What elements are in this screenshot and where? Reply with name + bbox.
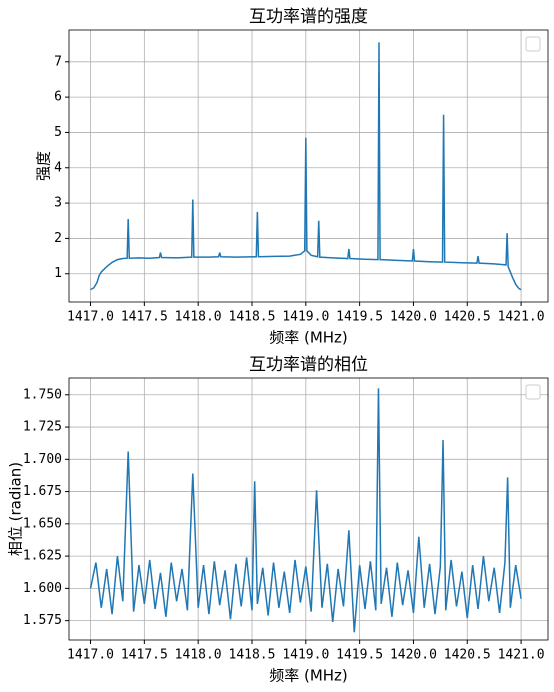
y-tick-label: 1.575 <box>23 613 62 628</box>
y-tick-label: 1.625 <box>23 549 62 564</box>
x-tick-label: 1418.0 <box>175 310 222 325</box>
y-tick-label: 1.650 <box>23 516 62 531</box>
x-tick-label: 1419.5 <box>336 648 383 663</box>
legend-box <box>525 384 541 400</box>
y-tick-label: 1.750 <box>23 387 62 402</box>
x-tick-label: 1420.0 <box>390 310 437 325</box>
y-tick-label: 1 <box>54 266 62 281</box>
x-tick-label: 1420.5 <box>444 310 491 325</box>
x-tick-label: 1419.5 <box>336 310 383 325</box>
chart-title: 互功率谱的相位 <box>249 355 368 375</box>
y-tick-label: 6 <box>54 90 62 105</box>
data-line <box>90 42 522 291</box>
data-line <box>89 388 522 633</box>
x-axis-label: 频率 (MHz) <box>269 667 348 685</box>
legend-box <box>525 36 541 52</box>
y-axis-label: 强度 <box>35 151 53 181</box>
y-tick-label: 2 <box>54 231 62 246</box>
x-tick-label: 1417.0 <box>67 310 114 325</box>
x-tick-label: 1421.0 <box>498 648 545 663</box>
x-tick-label: 1417.5 <box>121 310 168 325</box>
chart-title: 互功率谱的强度 <box>249 7 368 27</box>
y-tick-label: 1.700 <box>23 452 62 467</box>
y-tick-label: 1.725 <box>23 420 62 435</box>
x-tick-label: 1419.0 <box>282 310 329 325</box>
y-axis-label: 相位 (radian) <box>7 462 25 556</box>
y-tick-label: 1.675 <box>23 484 62 499</box>
x-tick-label: 1420.5 <box>444 648 491 663</box>
x-tick-label: 1419.0 <box>282 648 329 663</box>
y-tick-label: 4 <box>54 160 62 175</box>
plot-frame <box>68 29 549 303</box>
plot-frame <box>68 377 549 641</box>
x-tick-label: 1417.0 <box>67 648 114 663</box>
x-tick-label: 1421.0 <box>498 310 545 325</box>
y-tick-label: 7 <box>54 54 62 69</box>
y-tick-label: 3 <box>54 196 62 211</box>
x-tick-label: 1418.5 <box>229 648 276 663</box>
x-axis-label: 频率 (MHz) <box>269 329 348 347</box>
x-tick-label: 1418.0 <box>175 648 222 663</box>
y-tick-label: 5 <box>54 125 62 140</box>
x-tick-label: 1417.5 <box>121 648 168 663</box>
y-tick-label: 1.600 <box>23 581 62 596</box>
x-tick-label: 1420.0 <box>390 648 437 663</box>
x-tick-label: 1418.5 <box>229 310 276 325</box>
